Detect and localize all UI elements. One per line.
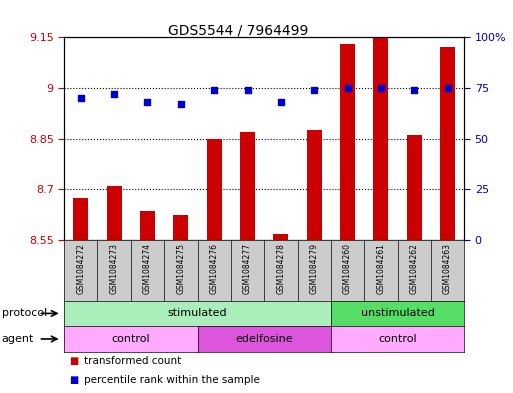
Bar xyxy=(273,234,288,240)
Bar xyxy=(140,211,155,240)
Text: protocol: protocol xyxy=(2,309,47,318)
Point xyxy=(143,99,152,105)
Text: agent: agent xyxy=(2,334,34,344)
Text: ■: ■ xyxy=(69,356,78,366)
Bar xyxy=(440,48,455,240)
Text: GSM1084260: GSM1084260 xyxy=(343,243,352,294)
Text: transformed count: transformed count xyxy=(84,356,181,366)
Text: GSM1084263: GSM1084263 xyxy=(443,243,452,294)
Text: GSM1084277: GSM1084277 xyxy=(243,243,252,294)
Text: GSM1084275: GSM1084275 xyxy=(176,243,185,294)
Text: GDS5544 / 7964499: GDS5544 / 7964499 xyxy=(168,24,309,38)
Text: control: control xyxy=(378,334,417,344)
Point xyxy=(343,85,351,91)
Point xyxy=(410,87,418,93)
Point xyxy=(243,87,251,93)
Text: GSM1084276: GSM1084276 xyxy=(210,243,219,294)
Text: ■: ■ xyxy=(69,375,78,385)
Text: unstimulated: unstimulated xyxy=(361,309,435,318)
Point xyxy=(210,87,218,93)
Text: stimulated: stimulated xyxy=(168,309,227,318)
Bar xyxy=(107,186,122,240)
Bar xyxy=(207,139,222,240)
Text: GSM1084272: GSM1084272 xyxy=(76,243,85,294)
Point xyxy=(77,95,85,101)
Text: GSM1084278: GSM1084278 xyxy=(277,243,285,294)
Point xyxy=(310,87,318,93)
Text: edelfosine: edelfosine xyxy=(235,334,293,344)
Point xyxy=(277,99,285,105)
Text: percentile rank within the sample: percentile rank within the sample xyxy=(84,375,260,385)
Bar xyxy=(240,132,255,240)
Bar xyxy=(173,215,188,240)
Bar xyxy=(407,135,422,240)
Point xyxy=(110,91,118,97)
Bar xyxy=(73,198,88,240)
Point xyxy=(377,85,385,91)
Point xyxy=(443,85,451,91)
Point xyxy=(176,101,185,107)
Bar xyxy=(307,130,322,240)
Text: GSM1084262: GSM1084262 xyxy=(410,243,419,294)
Bar xyxy=(373,38,388,240)
Text: control: control xyxy=(111,334,150,344)
Text: GSM1084261: GSM1084261 xyxy=(377,243,385,294)
Text: GSM1084279: GSM1084279 xyxy=(310,243,319,294)
Text: GSM1084274: GSM1084274 xyxy=(143,243,152,294)
Bar xyxy=(340,44,355,240)
Text: GSM1084273: GSM1084273 xyxy=(110,243,119,294)
